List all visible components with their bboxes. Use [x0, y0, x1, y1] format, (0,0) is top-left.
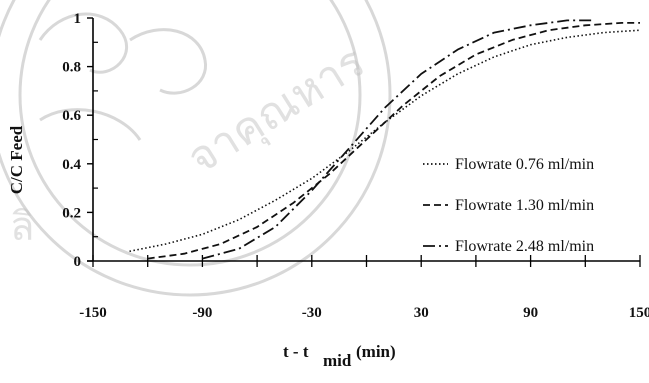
tick-labels-group: 0 0.2 0.4 0.6 0.8 1 -150 -90 -30 30 90 150 — [62, 11, 649, 321]
legend-label-3: Flowrate 2.48 ml/min — [455, 238, 594, 255]
y-tick-label: 0.6 — [62, 108, 81, 124]
watermark-emblem-stroke — [129, 28, 207, 95]
x-tick-label: 90 — [523, 305, 538, 321]
series-line-3 — [202, 19, 595, 260]
x-tick-label: -150 — [79, 305, 107, 321]
x-tick-label: 150 — [629, 305, 649, 321]
y-tick-label: 0 — [74, 254, 82, 270]
legend: Flowrate 0.76 ml/min Flowrate 1.30 ml/min… — [423, 156, 594, 255]
legend-label-1: Flowrate 0.76 ml/min — [455, 156, 594, 173]
x-tick-label: -30 — [302, 305, 322, 321]
y-tick-label: 0.8 — [62, 60, 81, 76]
legend-label-2: Flowrate 1.30 ml/min — [455, 197, 594, 214]
axes-group — [87, 17, 641, 267]
x-axis-label-subscript: mid — [323, 351, 352, 370]
watermark-lettering: ลิ — [10, 204, 35, 250]
x-axis-label-unit: (min) — [356, 342, 396, 361]
y-tick-label: 0.2 — [62, 205, 81, 221]
x-axis-label-main: t - t — [283, 342, 309, 361]
watermark-inner-ring — [18, 0, 362, 267]
watermark-emblem-stroke — [39, 108, 142, 141]
series-group — [129, 19, 641, 260]
series-line-1 — [129, 29, 641, 253]
x-tick-label: -90 — [192, 305, 212, 321]
x-tick-label: 30 — [414, 305, 429, 321]
series-line-2 — [147, 21, 640, 260]
y-axis-label: C/C Feed — [7, 125, 26, 194]
watermark-emblem-stroke — [38, 12, 128, 74]
y-tick-label: 1 — [74, 11, 82, 27]
watermark-outer-ring — [0, 0, 392, 297]
x-axis-label: t - t mid (min) — [283, 342, 396, 370]
y-tick-label: 0.4 — [62, 157, 81, 173]
